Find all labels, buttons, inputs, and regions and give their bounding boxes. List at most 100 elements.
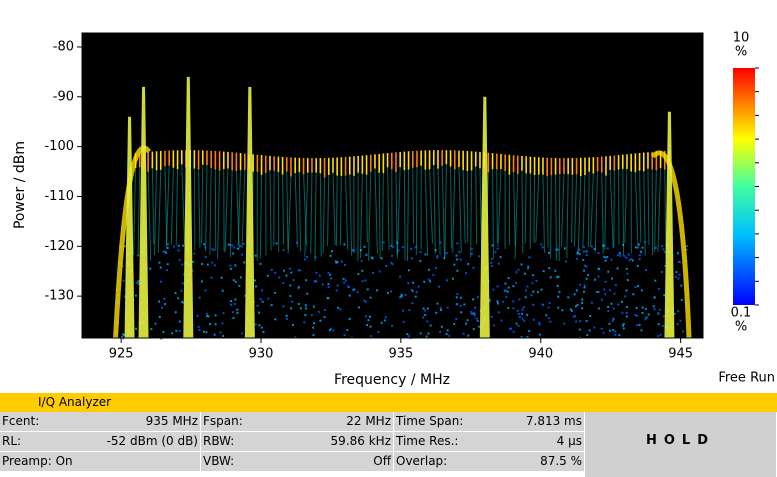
density-trace: [207, 315, 210, 318]
density-trace: [313, 322, 316, 325]
density-trace: [366, 288, 369, 291]
density-trace: [348, 286, 351, 289]
density-trace: [639, 250, 642, 253]
density-trace: [516, 309, 519, 312]
density-trace: [323, 316, 326, 319]
density-trace: [177, 244, 180, 247]
density-trace: [634, 285, 637, 288]
density-trace: [221, 289, 224, 292]
density-trace: [604, 259, 607, 262]
density-trace: [625, 289, 628, 292]
density-trace: [446, 329, 449, 332]
density-trace: [634, 246, 637, 249]
density-trace: [478, 325, 481, 328]
density-trace: [367, 319, 370, 322]
density-trace: [391, 263, 394, 266]
density-trace: [305, 279, 308, 282]
density-trace: [607, 270, 610, 273]
density-trace: [275, 242, 278, 245]
density-trace: [339, 308, 342, 311]
density-trace: [581, 298, 584, 301]
density-trace: [509, 327, 512, 330]
density-trace: [177, 249, 180, 252]
density-trace: [497, 262, 500, 265]
density-trace: [488, 300, 491, 303]
density-trace: [224, 168, 229, 253]
density-trace: [297, 302, 300, 305]
density-trace: [432, 274, 435, 277]
density-trace: [328, 329, 331, 332]
density-trace: [470, 252, 473, 255]
density-trace: [611, 319, 614, 322]
density-trace: [524, 173, 527, 244]
density-trace: [282, 305, 285, 308]
density-trace: [303, 321, 306, 324]
density-trace: [445, 279, 448, 282]
density-trace: [458, 251, 461, 254]
density-trace: [219, 331, 222, 334]
density-trace: [369, 325, 372, 328]
status-value: Off: [373, 454, 391, 468]
density-trace: [661, 245, 664, 248]
density-trace: [653, 308, 656, 311]
density-trace: [572, 315, 575, 318]
status-label: Fcent:: [2, 414, 40, 428]
density-trace: [526, 313, 529, 316]
density-trace: [321, 283, 324, 286]
density-trace: [647, 168, 650, 245]
density-trace: [582, 258, 585, 261]
density-trace: [359, 173, 363, 259]
density-trace: [335, 261, 338, 264]
density-trace: [304, 304, 307, 307]
density-trace: [532, 303, 535, 306]
density-trace: [528, 330, 531, 333]
density-trace: [204, 256, 207, 259]
density-trace: [331, 250, 334, 253]
density-trace: [561, 309, 564, 312]
density-trace: [604, 175, 607, 250]
density-trace: [618, 252, 621, 255]
density-trace: [657, 168, 662, 253]
status-label: RBW:: [203, 434, 235, 448]
density-trace: [312, 326, 315, 329]
density-trace: [439, 241, 442, 244]
density-trace: [579, 283, 582, 286]
density-trace: [423, 280, 426, 283]
density-trace: [452, 169, 456, 253]
density-trace: [526, 336, 529, 339]
density-trace: [435, 311, 438, 314]
density-trace: [657, 323, 660, 326]
density-trace: [467, 263, 470, 266]
density-trace: [289, 295, 292, 298]
density-trace: [625, 306, 628, 309]
density-trace: [578, 253, 581, 256]
density-trace: [425, 335, 428, 338]
density-trace: [323, 308, 326, 311]
density-trace: [283, 269, 286, 272]
density-trace: [513, 172, 516, 246]
density-trace: [455, 318, 458, 321]
density-trace: [573, 293, 576, 296]
density-trace: [348, 317, 351, 320]
density-trace: [227, 243, 230, 246]
density-trace: [631, 259, 634, 262]
density-trace: [474, 306, 477, 309]
peak: [479, 96, 490, 338]
density-trace: [547, 306, 550, 309]
density-trace: [497, 168, 502, 248]
density-trace: [624, 168, 628, 244]
status-cell: Fspan: 22 MHz: [201, 412, 394, 431]
density-trace: [197, 325, 200, 328]
density-trace: [582, 250, 585, 253]
density-trace: [327, 271, 330, 274]
density-trace: [364, 300, 367, 303]
density-trace: [289, 284, 292, 287]
density-trace: [526, 285, 529, 288]
density-trace: [290, 271, 293, 274]
density-trace: [663, 294, 666, 297]
density-trace: [674, 275, 677, 278]
density-trace: [673, 312, 676, 315]
density-trace: [342, 277, 345, 280]
density-trace: [424, 253, 427, 256]
density-trace: [429, 324, 432, 327]
